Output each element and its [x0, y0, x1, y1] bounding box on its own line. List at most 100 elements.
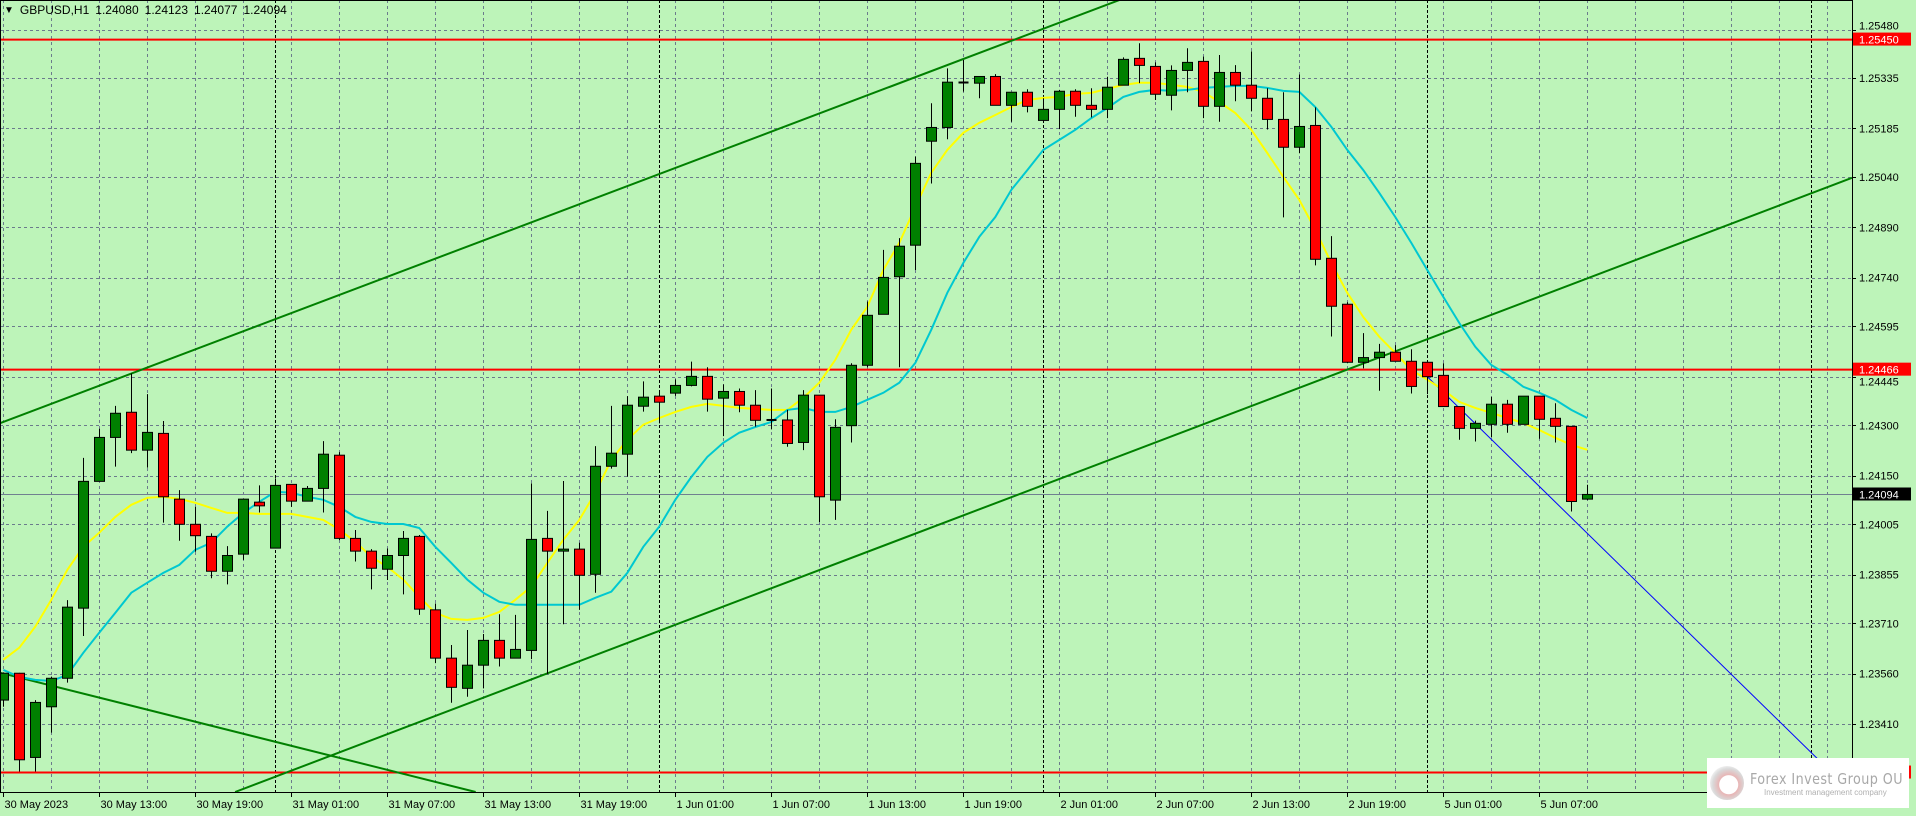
candle-body-bull: [686, 375, 697, 386]
candle: [398, 531, 409, 595]
candle: [1534, 395, 1545, 439]
candle-body-bull: [606, 452, 617, 467]
candle-body-bull: [302, 487, 313, 502]
candle-body-bull: [94, 436, 105, 482]
candle-body-bear: [1454, 406, 1465, 429]
candle-body-bear: [1246, 84, 1257, 99]
candle: [1406, 349, 1417, 394]
candle: [510, 614, 521, 659]
candle: [1342, 302, 1353, 364]
candle: [878, 249, 889, 315]
candle: [1214, 55, 1225, 122]
candle-body-bull: [718, 390, 729, 399]
candle: [1486, 396, 1497, 438]
candle-body-bear: [654, 395, 665, 403]
candle-body-bear: [366, 550, 377, 569]
candle-body-bull: [222, 554, 233, 572]
candle: [382, 548, 393, 580]
candle: [190, 506, 201, 552]
candle-body-bull: [526, 538, 537, 651]
candle-body-bull: [862, 314, 873, 366]
price-axis[interactable]: 1.25480 1.25335 1.25185 1.25040 1.24890 1.247…: [1852, 21, 1899, 731]
time-axis[interactable]: 30 May 2023 30 May 13:00 30 May 19:00 31 Ma…: [3, 792, 1599, 811]
bar-high: 1.24123: [144, 3, 189, 17]
candle: [350, 530, 361, 562]
company-logo: Forex Invest Group OU Investment managem…: [1707, 758, 1909, 808]
price-tick-label: 1.25480: [1859, 21, 1899, 33]
candle-body-bear: [734, 390, 745, 406]
candle-body-bear: [334, 454, 345, 539]
time-tick-label: 2 Jun 07:00: [1157, 799, 1215, 811]
candle-body-bear: [286, 483, 297, 502]
candle-body-bull: [1294, 125, 1305, 148]
candle: [766, 388, 777, 430]
candle-body-bull: [1518, 395, 1529, 425]
candle: [910, 156, 921, 271]
chart-header: ▼ GBPUSD,H1 1.24080 1.24123 1.24077 1.24…: [4, 3, 287, 17]
candle: [94, 428, 105, 482]
price-tick-label: 1.25185: [1859, 123, 1899, 135]
candle-body-bull: [830, 426, 841, 501]
price-tick-label: 1.25040: [1859, 172, 1899, 184]
candle-body-bull: [878, 276, 889, 315]
candle-body-bear: [1086, 104, 1097, 110]
candle-body-bear: [254, 501, 265, 507]
candle: [1038, 98, 1049, 121]
price-tick-label: 1.24445: [1859, 377, 1899, 389]
candle: [1054, 89, 1065, 130]
candle-body-bull: [1, 672, 9, 701]
candle-body-bull: [462, 664, 473, 689]
price-tick-label: 1.24005: [1859, 519, 1899, 531]
candle-body-bear: [1342, 303, 1353, 363]
candle-body-bear: [1438, 374, 1449, 408]
candle: [782, 409, 793, 447]
time-tick-label: 30 May 19:00: [197, 799, 264, 811]
candle: [334, 452, 345, 541]
triangle-down-icon[interactable]: ▼: [4, 4, 14, 16]
trendline-channel-lower: [234, 176, 1852, 792]
candle: [718, 384, 729, 437]
candle-body-bear: [430, 609, 441, 659]
price-tick-label: 1.25335: [1859, 73, 1899, 85]
candle: [702, 367, 713, 412]
candle-body-bull: [1038, 108, 1049, 121]
candle-body-bull: [670, 384, 681, 394]
candle-body-bull: [590, 465, 601, 575]
candle-body-bull: [894, 245, 905, 278]
candle: [478, 633, 489, 689]
candle-body-bear: [174, 498, 185, 525]
candle-body-bear: [1134, 57, 1145, 66]
candle: [126, 373, 137, 454]
candle: [222, 546, 233, 585]
candles: [1, 43, 1593, 772]
candle: [830, 419, 841, 520]
candle-body-bear: [1022, 91, 1033, 107]
logo-tagline: Investment management company: [1764, 787, 1887, 797]
candle-body-bull: [974, 75, 985, 84]
candle: [430, 603, 441, 664]
candle: [1118, 57, 1129, 86]
candle: [926, 103, 937, 184]
candle-body-bear: [1230, 71, 1241, 86]
price-level-labels: 1.25450 1.24466 1.24094: [1853, 32, 1911, 779]
candle-body-bear: [414, 535, 425, 610]
candle-body-bear: [1070, 90, 1081, 106]
price-tick-label: 1.23560: [1859, 669, 1899, 681]
candle: [1518, 395, 1529, 425]
bar-low: 1.24077: [194, 3, 238, 17]
candle: [174, 490, 185, 541]
time-tick-label: 2 Jun 13:00: [1253, 799, 1311, 811]
price-tick-label: 1.23855: [1859, 570, 1899, 582]
candle-body-bull: [1182, 61, 1193, 71]
candle-body-bear: [1150, 65, 1161, 95]
candle: [110, 405, 121, 467]
time-tick-label: 31 May 13:00: [485, 799, 552, 811]
candle-body-bull: [62, 606, 73, 679]
candle: [942, 68, 953, 140]
candle-body-bull: [926, 126, 937, 142]
candle: [750, 390, 761, 427]
candle-body-bull: [622, 404, 633, 455]
candle-body-bear: [206, 535, 217, 572]
time-tick-label: 2 Jun 01:00: [1061, 799, 1119, 811]
